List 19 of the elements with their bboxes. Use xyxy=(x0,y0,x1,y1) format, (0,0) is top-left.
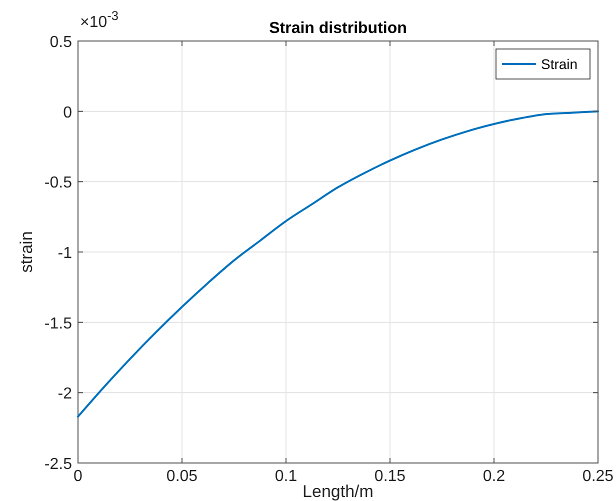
y-tick-label: -0.5 xyxy=(44,174,72,192)
y-tick-label: -1.5 xyxy=(44,315,72,332)
x-tick-label: 0.1 xyxy=(274,468,298,485)
chart-title: Strain distribution xyxy=(269,20,407,37)
y-tick-label: -2 xyxy=(58,386,72,403)
x-tick-label: 0.15 xyxy=(374,468,406,485)
legend-label: Strain xyxy=(541,56,578,72)
line-series xyxy=(77,110,599,418)
y-tick-label: -2.5 xyxy=(44,456,72,473)
x-tick-label: 0.2 xyxy=(482,468,506,485)
y-tick-label: 0 xyxy=(63,104,72,122)
y-axis-title: strain xyxy=(17,231,36,273)
x-tick-label: 0 xyxy=(74,468,83,485)
x-tick-label: 0.25 xyxy=(582,468,614,485)
text: ×10$^{-3}$ xyxy=(80,8,119,31)
x-tick-label: 0.05 xyxy=(166,468,198,485)
y-tick-label: -1 xyxy=(58,245,72,262)
x-axis-title: Length/m xyxy=(302,482,374,501)
y-tick-label: 0.5 xyxy=(50,34,72,51)
